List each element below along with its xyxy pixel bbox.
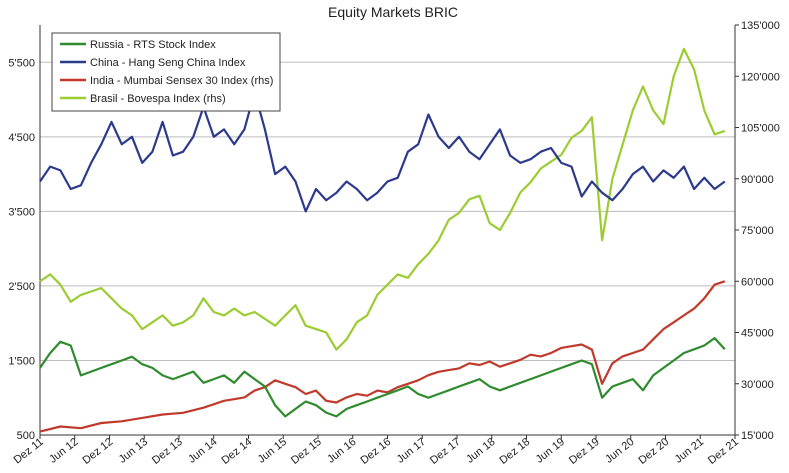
right-y-tick-label: 15'000 bbox=[741, 430, 774, 442]
legend-entry-brasil: Brasil - Bovespa Index (rhs) bbox=[90, 93, 226, 105]
right-y-tick-label: 120'000 bbox=[741, 71, 780, 83]
x-tick-label: Dez 12 bbox=[80, 436, 115, 467]
left-y-tick-label: 4'500 bbox=[8, 132, 35, 144]
right-y-tick-label: 90'000 bbox=[741, 174, 774, 186]
legend-box bbox=[51, 32, 281, 112]
x-tick-label: Dez 19 bbox=[567, 436, 602, 467]
x-tick-label: Dez 16 bbox=[358, 436, 393, 467]
x-tick-label: Jun 17 bbox=[395, 436, 428, 466]
series-line-russia bbox=[39, 337, 726, 418]
right-y-tick-label: 105'000 bbox=[741, 123, 780, 135]
x-tick-label: Dez 20 bbox=[636, 436, 671, 467]
series-line-brasil bbox=[39, 47, 726, 351]
left-y-tick-label: 1'500 bbox=[8, 355, 35, 367]
x-tick-label: Dez 17 bbox=[428, 436, 463, 467]
legend-entry-china: China - Hang Seng China Index bbox=[90, 57, 246, 69]
left-y-tick-label: 2'500 bbox=[8, 281, 35, 293]
series-line-india bbox=[39, 280, 726, 433]
right-y-tick-label: 30'000 bbox=[741, 379, 774, 391]
right-y-tick-label: 60'000 bbox=[741, 276, 774, 288]
x-tick-label: Jun 18 bbox=[464, 436, 497, 466]
right-y-tick-label: 45'000 bbox=[741, 328, 774, 340]
right-y-tick-label: 75'000 bbox=[741, 225, 774, 237]
right-y-ticks: 15'000 30'000 45'000 60'000 75'000 90'000 105'… bbox=[735, 20, 780, 442]
x-tick-label: Dez 13 bbox=[150, 436, 185, 467]
x-tick-label: Jun 19 bbox=[534, 436, 567, 466]
chart-title: Equity Markets BRIC bbox=[328, 4, 458, 20]
left-y-ticks: 500 1'500 2'500 3'500 4'500 5'500 bbox=[8, 57, 35, 442]
x-tick-label: Dez 21 bbox=[706, 436, 741, 467]
x-tick-label: Dez 15 bbox=[289, 436, 324, 467]
legend: Russia - RTS Stock Index China - Hang Sen… bbox=[51, 32, 281, 112]
left-y-tick-label: 500 bbox=[17, 430, 35, 442]
legend-entry-russia: Russia - RTS Stock Index bbox=[90, 39, 216, 51]
left-y-tick-label: 5'500 bbox=[8, 57, 35, 69]
x-tick-label: Jun 21 bbox=[673, 436, 706, 466]
series-line-china bbox=[39, 90, 726, 213]
x-tick-label: Dez 18 bbox=[497, 436, 532, 467]
left-y-tick-label: 3'500 bbox=[8, 206, 35, 218]
x-tick-label: Dez 14 bbox=[219, 436, 254, 467]
x-tick-label: Jun 15 bbox=[256, 436, 289, 466]
x-ticks: Dez 11 Jun 12 Dez 12 Jun 13 Dez 13 Jun 14 Dez … bbox=[12, 435, 741, 467]
x-tick-label: Jun 16 bbox=[325, 436, 358, 466]
x-tick-label: Jun 13 bbox=[117, 436, 150, 466]
x-tick-label: Jun 14 bbox=[186, 436, 219, 466]
series-lines bbox=[39, 47, 726, 433]
legend-entry-india: India - Mumbai Sensex 30 Index (rhs) bbox=[90, 75, 273, 87]
right-y-tick-label: 135'000 bbox=[741, 20, 780, 32]
x-tick-label: Jun 20 bbox=[603, 436, 636, 466]
x-tick-label: Jun 12 bbox=[47, 436, 80, 466]
